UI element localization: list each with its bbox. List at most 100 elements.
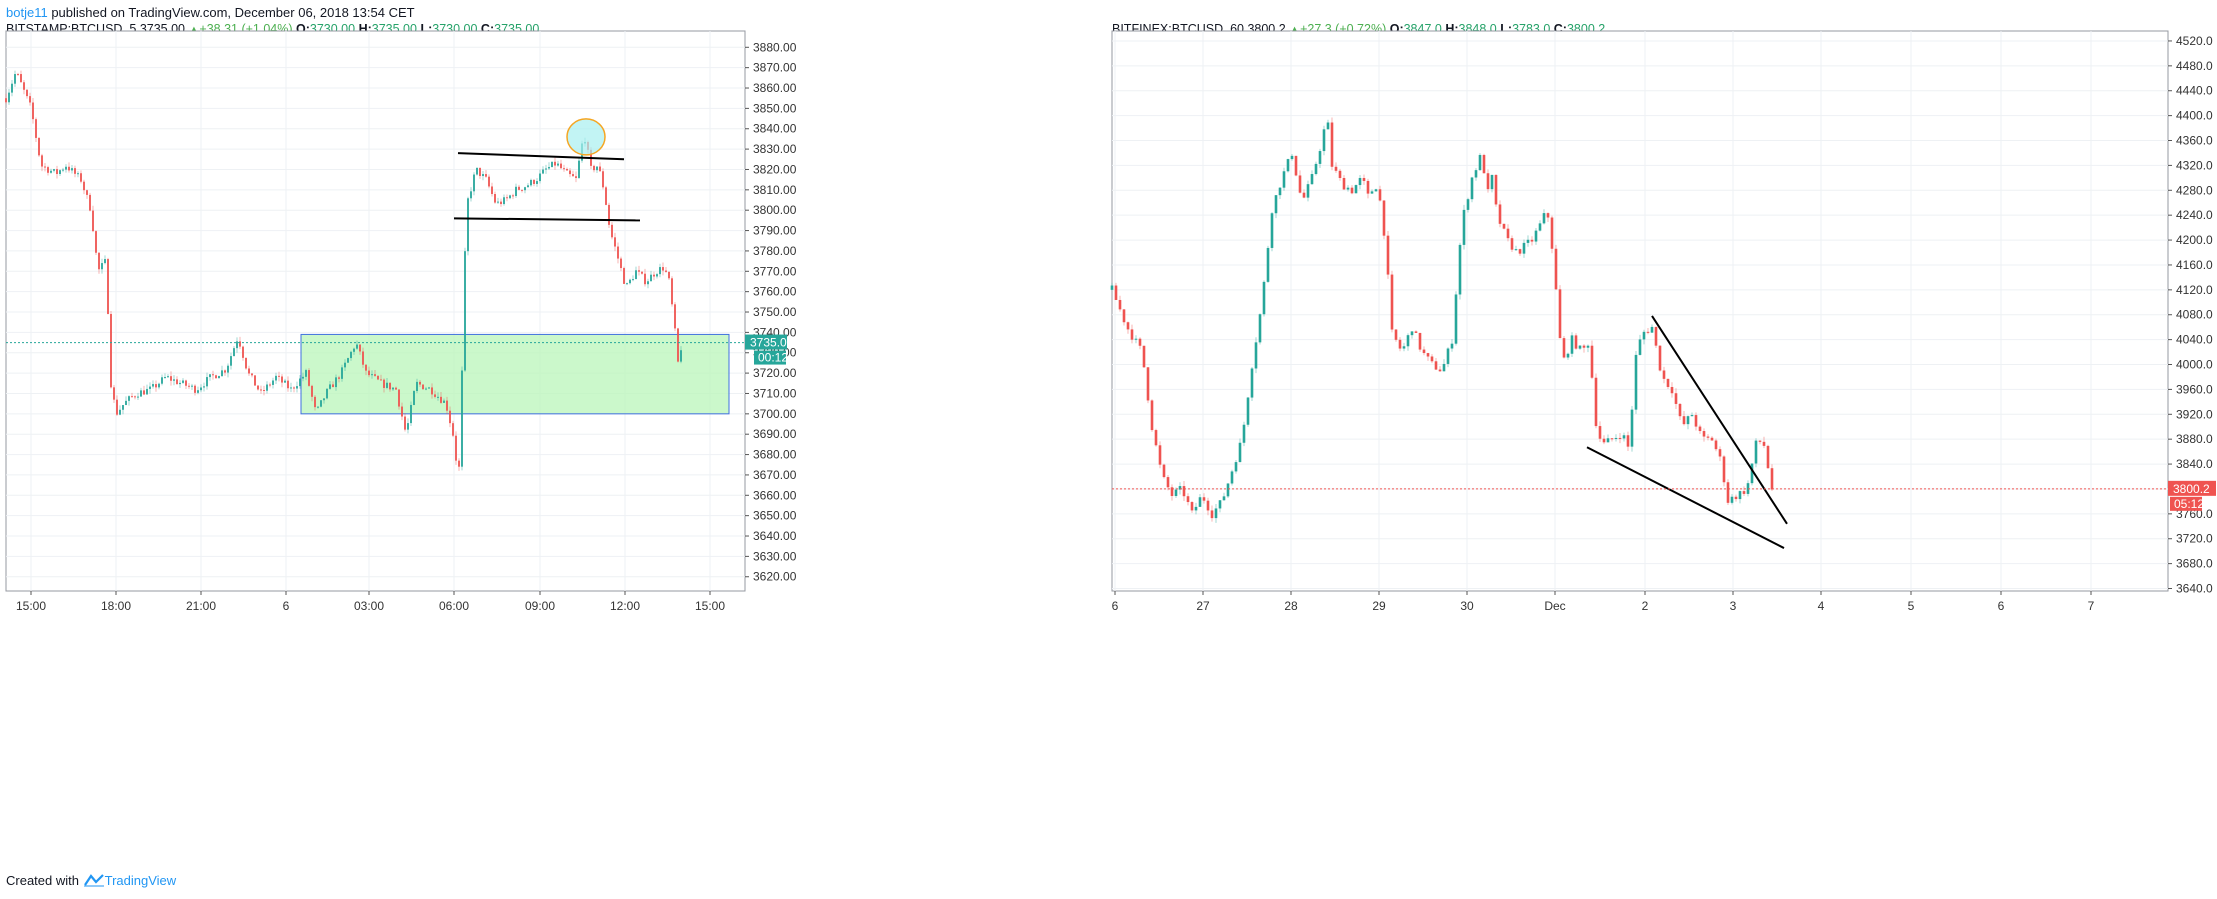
- candle-body: [263, 390, 265, 392]
- candle-body: [116, 399, 118, 415]
- candle-body: [1738, 491, 1742, 500]
- candle-body: [551, 161, 553, 167]
- candle-body: [1754, 440, 1758, 464]
- created-with-text: Created with: [6, 873, 79, 888]
- candle-body: [1198, 497, 1202, 507]
- candle-body: [50, 170, 52, 173]
- candle-body: [32, 102, 34, 120]
- x-tick-label: 5: [1908, 599, 1915, 613]
- candle-body: [1434, 361, 1438, 370]
- candle-body: [653, 274, 655, 277]
- candle-body: [1646, 331, 1650, 333]
- y-tick-label: 4320.0: [2176, 158, 2213, 172]
- candle-body: [509, 195, 511, 199]
- candle-body: [668, 271, 670, 279]
- y-tick-label: 4240.0: [2176, 208, 2213, 222]
- tradingview-brand[interactable]: TradingView: [104, 873, 177, 888]
- candle-body: [647, 281, 649, 285]
- candle-body: [335, 377, 337, 388]
- candle-body: [5, 98, 7, 103]
- candle-body: [1518, 249, 1522, 254]
- candle-body: [488, 176, 490, 187]
- candle-body: [242, 346, 244, 358]
- y-tick-label: 3880.0: [2176, 432, 2213, 446]
- candle-body: [512, 195, 514, 197]
- candle-body: [233, 348, 235, 357]
- candle-body: [1506, 228, 1510, 239]
- candle-body: [1278, 187, 1282, 196]
- candle-body: [1130, 329, 1134, 340]
- candle-body: [1634, 354, 1638, 410]
- price-label: 3735.00: [745, 334, 794, 350]
- candle-body: [1350, 187, 1354, 194]
- price-label-bg: [2168, 480, 2216, 496]
- candle-body: [128, 396, 130, 401]
- candle-body: [1674, 393, 1678, 404]
- demand-zone: [300, 333, 730, 415]
- x-tick-label: 6: [1112, 599, 1119, 613]
- y-tick-label: 3870.00: [753, 61, 797, 75]
- candle-body: [662, 267, 664, 271]
- candle-body: [395, 387, 397, 390]
- candle-body: [1202, 497, 1206, 501]
- candle-body: [1174, 489, 1178, 496]
- candle-body: [1222, 496, 1226, 501]
- candle-body: [1470, 177, 1474, 200]
- author-link[interactable]: botje11: [6, 5, 48, 20]
- candle-body: [1466, 199, 1470, 210]
- candle-body: [1390, 274, 1394, 330]
- x-tick-label: 7: [2088, 599, 2095, 613]
- candle-body: [1214, 508, 1218, 519]
- candle-body: [245, 357, 247, 369]
- candle-body: [473, 174, 475, 192]
- candle-body: [137, 396, 139, 398]
- candle-body: [1558, 289, 1562, 339]
- candle-body: [11, 83, 13, 93]
- candle-body: [1190, 502, 1194, 511]
- candle-body: [629, 279, 631, 284]
- candle-body: [239, 341, 241, 347]
- candle-body: [545, 168, 547, 170]
- candle-body: [413, 391, 415, 405]
- y-tick-label: 3850.00: [753, 101, 797, 115]
- candle-body: [1670, 386, 1674, 394]
- candle-body: [1158, 445, 1162, 465]
- candle-body: [356, 344, 358, 349]
- candle-body: [431, 387, 433, 395]
- y-tick-label: 4040.0: [2176, 333, 2213, 347]
- candle-body: [539, 173, 541, 182]
- candle-body: [344, 362, 346, 368]
- candle-body: [1590, 345, 1594, 378]
- candle-body: [29, 96, 31, 103]
- candle-body: [1494, 174, 1498, 205]
- candle-body: [1638, 339, 1642, 355]
- candle-body: [1142, 345, 1146, 368]
- candle-body: [497, 201, 499, 203]
- y-tick-label: 3770.00: [753, 264, 797, 278]
- candle-body: [89, 194, 91, 211]
- candle-body: [452, 423, 454, 436]
- candle-body: [23, 82, 25, 90]
- y-tick-label: 3830.00: [753, 142, 797, 156]
- candle-body: [1514, 249, 1518, 251]
- candle-body: [1486, 173, 1490, 190]
- candle-body: [107, 259, 109, 314]
- candle-body: [557, 163, 559, 166]
- candle-body: [602, 171, 604, 188]
- candle-body: [446, 400, 448, 411]
- candle-body: [1122, 309, 1126, 323]
- candle-body: [1246, 397, 1250, 425]
- candles: [1110, 117, 1774, 523]
- candle-body: [1254, 342, 1258, 369]
- candle-body: [1454, 294, 1458, 344]
- candle-body: [617, 246, 619, 259]
- candle-body: [158, 383, 160, 388]
- candle-body: [350, 351, 352, 359]
- candle-body: [230, 356, 232, 366]
- candle-body: [419, 381, 421, 385]
- candle-body: [524, 187, 526, 191]
- candle-body: [386, 382, 388, 388]
- candle-body: [1766, 445, 1770, 469]
- x-tick-label: 18:00: [101, 599, 131, 613]
